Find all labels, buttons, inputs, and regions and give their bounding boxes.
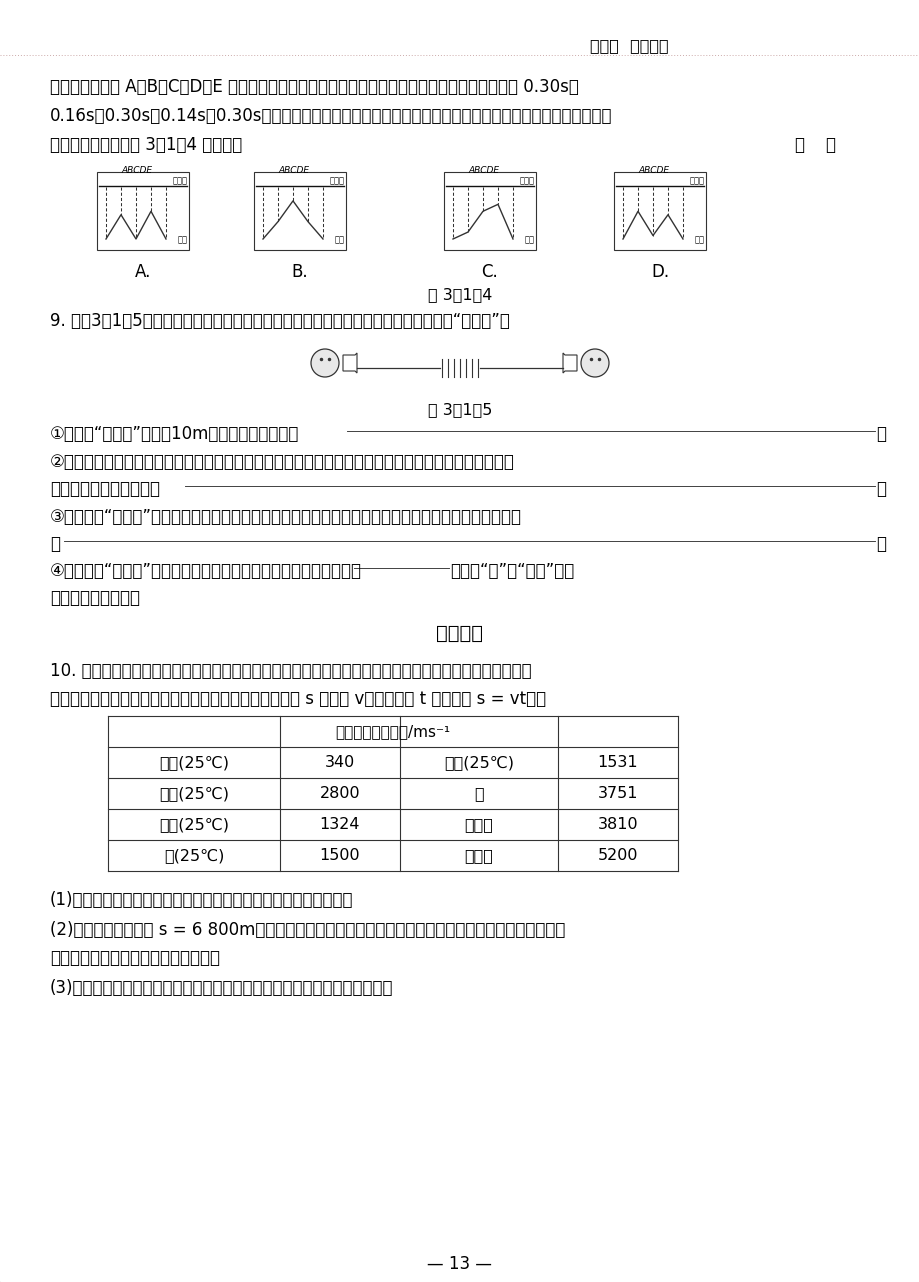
Text: 铜: 铜 — [473, 786, 483, 801]
Text: 海底的大致形状如图 3－1－4 所示中的: 海底的大致形状如图 3－1－4 所示中的 — [50, 136, 242, 154]
Text: ABCDE: ABCDE — [637, 165, 668, 176]
Text: 玻璃(25℃): 玻璃(25℃) — [159, 786, 229, 801]
Text: 水(25℃): 水(25℃) — [164, 847, 224, 863]
Polygon shape — [343, 353, 357, 373]
Text: 1500: 1500 — [319, 847, 360, 863]
Text: 大理石: 大理石 — [464, 817, 493, 832]
Text: 发散思维: 发散思维 — [436, 624, 483, 644]
Text: 空气(25℃): 空气(25℃) — [159, 755, 229, 770]
Text: （    ）: （ ） — [794, 136, 835, 154]
Text: C.: C. — [482, 263, 498, 281]
Text: 2800: 2800 — [319, 786, 360, 801]
Bar — [613, 172, 705, 250]
Text: 第三章  声的世界: 第三章 声的世界 — [589, 38, 668, 53]
Text: (3)在水管的另一端第一次听到的声音与第三次听到的声音的时间差是多少？: (3)在水管的另一端第一次听到的声音与第三次听到的声音的时间差是多少？ — [50, 979, 393, 997]
Text: ④如果在用“土电话”时，琴弦没有拉直而处于很松弛状态，则另一方: ④如果在用“土电话”时，琴弦没有拉直而处于很松弛状态，则另一方 — [50, 562, 361, 579]
Text: 海平面: 海平面 — [173, 176, 187, 185]
Text: 一些物质中的声速/ms⁻¹: 一些物质中的声速/ms⁻¹ — [335, 724, 450, 738]
Text: 9. 如图3－1－5所示，小明与小刘选用以上琴弦和盛可乐饮料的两个纸杯，制成了一个“土电话”。: 9. 如图3－1－5所示，小明与小刘选用以上琴弦和盛可乐饮料的两个纸杯，制成了一… — [50, 312, 509, 329]
Text: 海底: 海底 — [525, 235, 535, 244]
Text: 0.16s、0.30s、0.14s、0.30s，根据时间，求出海底与海平面的距离，就可以绘出海底的大致形状，则该海域: 0.16s、0.30s、0.14s、0.30s，根据时间，求出海底与海平面的距离… — [50, 106, 612, 126]
Text: 。: 。 — [875, 426, 885, 444]
Text: ABCDE: ABCDE — [468, 165, 499, 176]
Text: 图 3－1－5: 图 3－1－5 — [427, 403, 492, 417]
Text: ①他们用“土电话”能实现10m间的通话，这表明：: ①他们用“土电话”能实现10m间的通话，这表明： — [50, 426, 299, 444]
Circle shape — [311, 349, 338, 377]
Text: （选填“能”或“不能”）听: （选填“能”或“不能”）听 — [450, 562, 574, 579]
Text: 。: 。 — [875, 535, 885, 553]
Text: ABCDE: ABCDE — [278, 165, 309, 176]
Text: 音从空气中传到另一端需要多少时间？: 音从空气中传到另一端需要多少时间？ — [50, 949, 220, 967]
Text: D.: D. — [651, 263, 668, 281]
Bar — [444, 172, 536, 250]
Text: 铁、钟: 铁、钟 — [464, 847, 493, 863]
Text: 10. 在长水管的一端敏击一下，在另一端常常能三次听到敏击声，请依据你的生活经验和下表提供的声音在: 10. 在长水管的一端敏击一下，在另一端常常能三次听到敏击声，请依据你的生活经验… — [50, 662, 531, 679]
Text: 340: 340 — [324, 755, 355, 770]
Text: 海底: 海底 — [694, 235, 704, 244]
Polygon shape — [562, 353, 576, 373]
Text: — 13 —: — 13 — — [427, 1255, 492, 1273]
Text: 1531: 1531 — [597, 755, 638, 770]
Text: ABCDE: ABCDE — [121, 165, 152, 176]
Text: ②相距同样远，讲话者以同样的响度说话，如果用细铜金属丝连接，则比尼龙琴弦连接时听到的声音要大: ②相距同样远，讲话者以同样的响度说话，如果用细铜金属丝连接，则比尼龙琴弦连接时听… — [50, 453, 515, 470]
Text: 海底: 海底 — [177, 235, 187, 244]
Text: B.: B. — [291, 263, 308, 281]
Text: 海底: 海底 — [335, 235, 345, 244]
Text: A.: A. — [135, 263, 151, 281]
Text: 。: 。 — [875, 479, 885, 497]
Text: 海平面: 海平面 — [689, 176, 704, 185]
Text: 煤油(25℃): 煤油(25℃) — [159, 817, 229, 832]
Text: 到对方的讲话声音。: 到对方的讲话声音。 — [50, 588, 140, 606]
Text: ③如果在用“土电话”时，另外一个同学用手握住琴弦上的某一部分，则听的另一方就不能听到了，这是由: ③如果在用“土电话”时，另外一个同学用手握住琴弦上的某一部分，则听的另一方就不能… — [50, 508, 521, 526]
Text: 一些物质中的传播速度，解答下列问题（声音传播的距离 s 与声速 v、传播时间 t 的关系为 s = vt）。: 一些物质中的传播速度，解答下列问题（声音传播的距离 s 与声速 v、传播时间 t… — [50, 690, 546, 708]
Circle shape — [581, 349, 608, 377]
Text: 水平面等间距的 A、B、C、D、E 五个位置时，向海底定向发射超声波，测得回收信号的时间分别为 0.30s、: 水平面等间距的 A、B、C、D、E 五个位置时，向海底定向发射超声波，测得回收信… — [50, 78, 578, 96]
Bar — [96, 172, 188, 250]
Bar — [254, 172, 346, 250]
Text: (2)如果水管的长度为 s = 6 800m，当在水管的一端敏击后，声音从铁管中传到另一端需要多少时间？声: (2)如果水管的长度为 s = 6 800m，当在水管的一端敏击后，声音从铁管中… — [50, 920, 565, 938]
Text: 3810: 3810 — [597, 817, 638, 832]
Text: 于: 于 — [50, 535, 60, 553]
Text: 海水(25℃): 海水(25℃) — [444, 755, 514, 770]
Text: 图 3－1－4: 图 3－1－4 — [427, 287, 492, 303]
Text: (1)在长水管的一端敏击一下，在另一端为什么能听到三次敏击声？: (1)在长水管的一端敏击一下，在另一端为什么能听到三次敏击声？ — [50, 891, 353, 909]
Text: 5200: 5200 — [597, 847, 638, 863]
Text: 些，这一实验现象表明：: 些，这一实验现象表明： — [50, 479, 160, 497]
Text: 海平面: 海平面 — [519, 176, 535, 185]
Text: 3751: 3751 — [597, 786, 638, 801]
Text: 海平面: 海平面 — [330, 176, 345, 185]
Text: 1324: 1324 — [320, 817, 360, 832]
